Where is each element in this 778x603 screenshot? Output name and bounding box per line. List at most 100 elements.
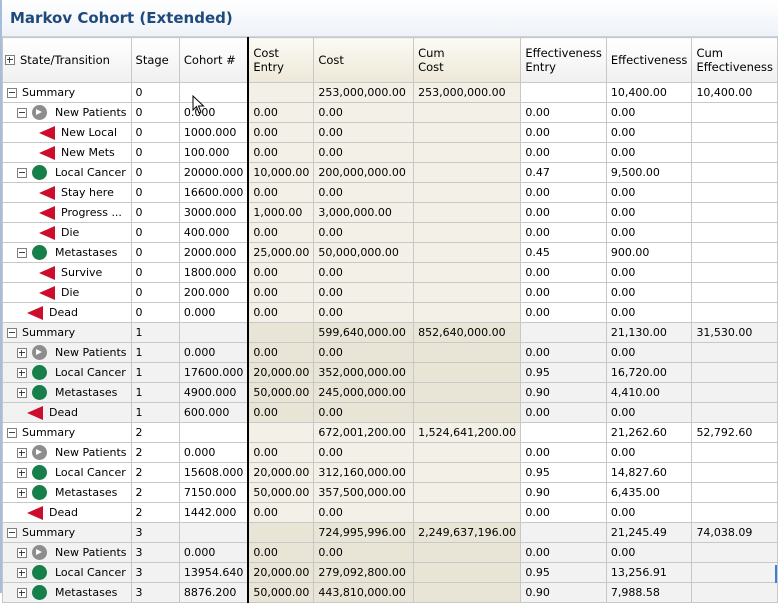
cum-cost-cell[interactable] — [413, 562, 522, 583]
state-cell[interactable]: Summary — [2, 82, 132, 103]
stage-cell[interactable]: 1 — [130, 342, 180, 363]
table-row[interactable]: Local Cancer 3 13954.640 20,000.00 279,092,8… — [2, 562, 778, 583]
collapse-icon[interactable] — [7, 327, 17, 338]
effectiveness-cell[interactable]: 0.00 — [605, 442, 693, 463]
effectiveness-cell[interactable]: 0.00 — [605, 402, 693, 423]
table-row[interactable]: Local Cancer 0 20000.000 10,000.00 200,000,0… — [2, 162, 778, 183]
table-row[interactable]: New Mets 0 100.000 0.00 0.00 0.00 0.00 — [2, 142, 778, 163]
cum-cost-cell[interactable] — [413, 382, 522, 403]
stage-cell[interactable]: 1 — [130, 402, 180, 423]
expand-icon[interactable] — [17, 387, 27, 398]
cost-cell[interactable]: 724,995,996.00 — [313, 522, 415, 543]
cum-effectiveness-cell[interactable] — [691, 282, 778, 303]
cost-cell[interactable]: 50,000,000.00 — [313, 242, 415, 263]
cost-entry-cell[interactable]: 0.00 — [247, 502, 315, 523]
cum-effectiveness-cell[interactable] — [691, 262, 778, 283]
cum-cost-cell[interactable] — [413, 222, 522, 243]
effectiveness-entry-cell[interactable]: 0.00 — [520, 302, 607, 323]
state-cell[interactable]: Progress ... — [2, 202, 132, 223]
effectiveness-cell[interactable]: 0.00 — [605, 282, 693, 303]
cost-cell[interactable]: 0.00 — [313, 262, 415, 283]
stage-cell[interactable]: 0 — [130, 202, 180, 223]
state-cell[interactable]: New Patients — [2, 442, 132, 463]
state-cell[interactable]: Local Cancer — [2, 162, 132, 183]
cum-cost-cell[interactable] — [413, 542, 522, 563]
effectiveness-cell[interactable]: 0.00 — [605, 122, 693, 143]
stage-cell[interactable]: 0 — [130, 142, 180, 163]
cost-entry-cell[interactable]: 0.00 — [247, 402, 315, 423]
column-header-cum-cost[interactable]: Cum Cost — [413, 37, 522, 83]
cost-entry-cell[interactable]: 25,000.00 — [247, 242, 315, 263]
collapse-icon[interactable] — [17, 247, 27, 258]
table-row[interactable]: Metastases 0 2000.000 25,000.00 50,000,000.0… — [2, 242, 778, 263]
cum-effectiveness-cell[interactable] — [691, 342, 778, 363]
cum-effectiveness-cell[interactable] — [691, 382, 778, 403]
cum-cost-cell[interactable] — [413, 402, 522, 423]
table-row[interactable]: Dead 0 0.000 0.00 0.00 0.00 0.00 — [2, 302, 778, 323]
effectiveness-cell[interactable]: 16,720.00 — [605, 362, 693, 383]
cum-effectiveness-cell[interactable] — [691, 302, 778, 323]
expand-icon[interactable] — [17, 367, 27, 378]
cost-cell[interactable]: 0.00 — [313, 442, 415, 463]
effectiveness-cell[interactable]: 0.00 — [605, 502, 693, 523]
stage-cell[interactable]: 3 — [130, 522, 180, 543]
state-cell[interactable]: New Mets — [2, 142, 132, 163]
cost-cell[interactable]: 0.00 — [313, 122, 415, 143]
effectiveness-entry-cell[interactable] — [520, 322, 607, 343]
cost-entry-cell[interactable]: 20,000.00 — [247, 362, 315, 383]
cost-entry-cell[interactable]: 0.00 — [247, 262, 315, 283]
cost-entry-cell[interactable]: 0.00 — [247, 542, 315, 563]
effectiveness-entry-cell[interactable]: 0.00 — [520, 402, 607, 423]
cost-cell[interactable]: 599,640,000.00 — [313, 322, 415, 343]
cum-effectiveness-cell[interactable] — [691, 402, 778, 423]
cum-cost-cell[interactable] — [413, 202, 522, 223]
effectiveness-cell[interactable]: 0.00 — [605, 222, 693, 243]
state-cell[interactable]: Summary — [2, 522, 132, 543]
column-header-cost-entry[interactable]: Cost Entry — [247, 37, 315, 83]
expand-icon[interactable] — [17, 467, 27, 478]
effectiveness-cell[interactable]: 0.00 — [605, 262, 693, 283]
table-row[interactable]: New Patients 2 0.000 0.00 0.00 0.00 0.00 — [2, 442, 778, 463]
cost-cell[interactable]: 0.00 — [313, 342, 415, 363]
expand-all-icon[interactable] — [5, 55, 15, 65]
effectiveness-cell[interactable]: 0.00 — [605, 102, 693, 123]
column-header-stage[interactable]: Stage — [130, 37, 180, 83]
collapse-icon[interactable] — [7, 527, 17, 538]
stage-cell[interactable]: 2 — [130, 462, 180, 483]
cum-cost-cell[interactable] — [413, 102, 522, 123]
effectiveness-cell[interactable]: 9,500.00 — [605, 162, 693, 183]
cost-cell[interactable]: 0.00 — [313, 502, 415, 523]
cum-cost-cell[interactable] — [413, 142, 522, 163]
cost-cell[interactable]: 0.00 — [313, 402, 415, 423]
cost-entry-cell[interactable]: 0.00 — [247, 302, 315, 323]
state-cell[interactable]: Summary — [2, 322, 132, 343]
effectiveness-entry-cell[interactable]: 0.47 — [520, 162, 607, 183]
table-row[interactable]: Dead 2 1442.000 0.00 0.00 0.00 0.00 — [2, 502, 778, 523]
cost-cell[interactable]: 357,500,000.00 — [313, 482, 415, 503]
effectiveness-cell[interactable]: 4,410.00 — [605, 382, 693, 403]
cost-cell[interactable]: 0.00 — [313, 302, 415, 323]
cum-cost-cell[interactable] — [413, 302, 522, 323]
effectiveness-entry-cell[interactable]: 0.00 — [520, 202, 607, 223]
cohort-cell[interactable] — [178, 522, 249, 543]
table-row[interactable]: Progress ... 0 3000.000 1,000.00 3,000,000.0… — [2, 202, 778, 223]
state-cell[interactable]: Dead — [2, 402, 132, 423]
cum-effectiveness-cell[interactable] — [691, 142, 778, 163]
expand-icon[interactable] — [17, 447, 27, 458]
table-row[interactable]: Survive 0 1800.000 0.00 0.00 0.00 0.00 — [2, 262, 778, 283]
cohort-cell[interactable]: 1442.000 — [178, 502, 249, 523]
stage-cell[interactable]: 2 — [130, 422, 180, 443]
state-cell[interactable]: Local Cancer — [2, 462, 132, 483]
cum-effectiveness-cell[interactable] — [691, 482, 778, 503]
cohort-cell[interactable]: 0.000 — [178, 102, 249, 123]
cost-entry-cell[interactable]: 0.00 — [247, 102, 315, 123]
effectiveness-entry-cell[interactable]: 0.90 — [520, 382, 607, 403]
table-row[interactable]: Stay here 0 16600.000 0.00 0.00 0.00 0.00 — [2, 182, 778, 203]
cum-cost-cell[interactable] — [413, 162, 522, 183]
state-cell[interactable]: Local Cancer — [2, 562, 132, 583]
cost-cell[interactable]: 0.00 — [313, 142, 415, 163]
table-row[interactable]: New Patients 3 0.000 0.00 0.00 0.00 0.00 — [2, 542, 778, 563]
effectiveness-entry-cell[interactable]: 0.00 — [520, 542, 607, 563]
cohort-cell[interactable]: 100.000 — [178, 142, 249, 163]
